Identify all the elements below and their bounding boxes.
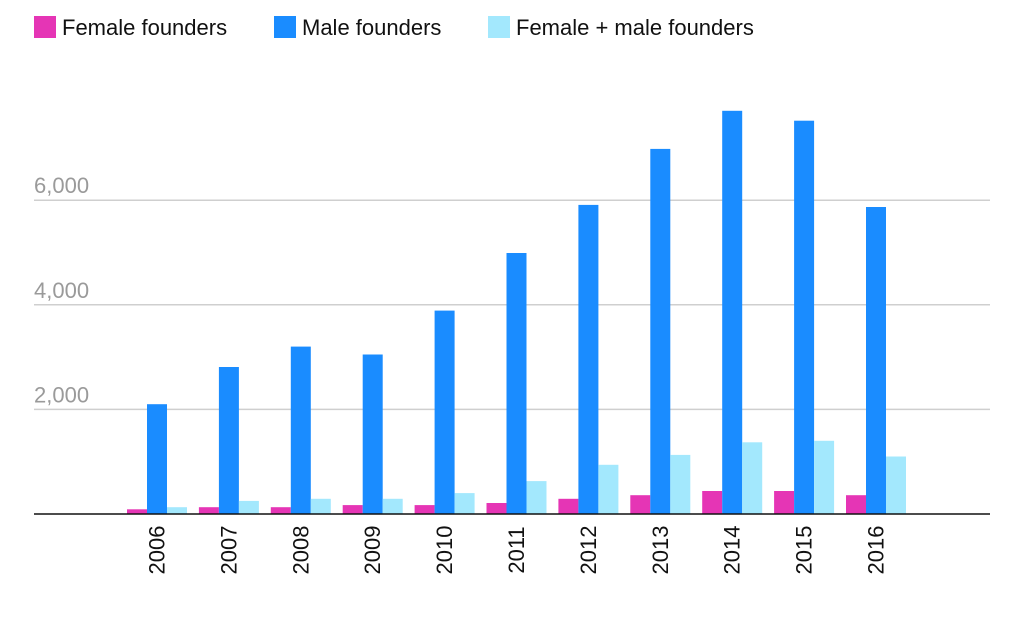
bar-2009-series-2 <box>382 498 403 514</box>
bar-2011-series-0 <box>486 503 507 514</box>
bar-2014-series-1 <box>722 110 743 515</box>
x-tick-label-2012: 2012 <box>576 526 601 575</box>
bar-2006-series-0 <box>127 509 147 514</box>
legend-label-1: Male founders <box>302 15 441 40</box>
bar-2010-series-0 <box>414 505 435 514</box>
x-axis: 2006 2007 2008 2009 2010 2011 2012 2013 2014 2015… <box>145 526 889 575</box>
bar-2012-series-2 <box>598 464 619 514</box>
legend-swatch-0 <box>34 16 56 38</box>
bar-2012-series-1 <box>578 204 599 514</box>
bar-2007-series-0 <box>198 507 219 514</box>
bar-2008-series-0 <box>270 507 291 514</box>
bar-2011-series-2 <box>526 481 547 514</box>
bar-2013-series-2 <box>670 454 691 514</box>
x-tick-label-2015: 2015 <box>792 526 817 575</box>
x-tick-label-2013: 2013 <box>648 526 673 575</box>
bar-2007-series-2 <box>238 500 259 514</box>
bar-2010-series-1 <box>434 310 455 514</box>
bar-2015-series-0 <box>774 491 795 514</box>
x-tick-label-2011: 2011 <box>504 526 529 573</box>
bar-2006-series-2 <box>167 507 187 514</box>
legend-swatch-2 <box>488 16 510 38</box>
bar-2015-series-2 <box>814 440 835 514</box>
legend: Female founders Male founders Female + mal… <box>34 15 754 40</box>
bar-2014-series-0 <box>702 491 723 514</box>
bar-2013-series-0 <box>630 495 651 514</box>
bar-2014-series-2 <box>742 442 763 514</box>
bar-2015-series-1 <box>794 120 815 514</box>
x-tick-label-2014: 2014 <box>720 526 745 575</box>
bar-2009-series-1 <box>362 354 383 514</box>
bar-2011-series-1 <box>506 253 527 514</box>
bar-2012-series-0 <box>558 498 579 514</box>
bar-2013-series-1 <box>650 148 671 514</box>
y-axis: 2,000 4,000 6,000 <box>34 173 89 407</box>
bar-2009-series-0 <box>342 505 363 514</box>
bar-2016-series-1 <box>866 207 886 514</box>
bar-2008-series-2 <box>310 498 331 514</box>
x-tick-label-2007: 2007 <box>216 526 241 575</box>
y-tick-label-0: 2,000 <box>34 382 89 407</box>
y-tick-label-2: 6,000 <box>34 173 89 198</box>
bar-2016-series-0 <box>846 495 866 514</box>
x-tick-label-2010: 2010 <box>432 526 457 575</box>
bar-2010-series-2 <box>454 493 475 514</box>
legend-swatch-1 <box>274 16 296 38</box>
legend-label-2: Female + male founders <box>516 15 754 40</box>
bar-2008-series-1 <box>290 346 311 514</box>
legend-label-0: Female founders <box>62 15 227 40</box>
bar-2006-series-1 <box>147 404 167 514</box>
x-tick-label-2016: 2016 <box>864 526 889 575</box>
x-tick-label-2008: 2008 <box>288 526 313 575</box>
x-tick-label-2009: 2009 <box>360 526 385 575</box>
y-tick-label-1: 4,000 <box>34 278 89 303</box>
bar-2007-series-1 <box>218 367 239 514</box>
x-tick-label-2006: 2006 <box>145 526 170 575</box>
bar-2016-series-2 <box>886 456 906 514</box>
bars <box>127 110 906 515</box>
